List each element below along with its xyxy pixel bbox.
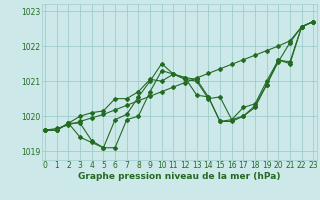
X-axis label: Graphe pression niveau de la mer (hPa): Graphe pression niveau de la mer (hPa) — [78, 172, 280, 181]
